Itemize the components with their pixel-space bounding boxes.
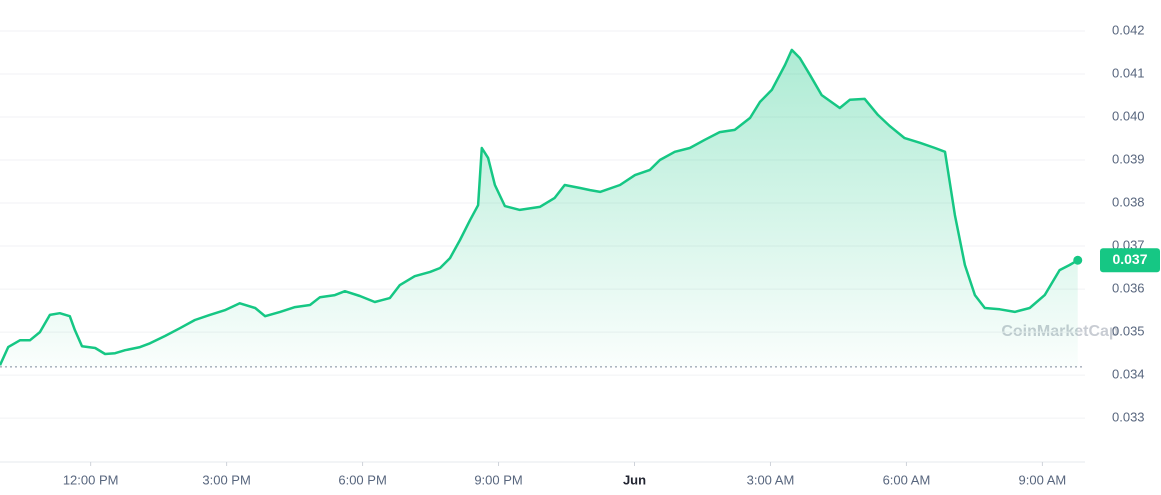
x-tick-label: 9:00 PM [474, 472, 522, 487]
y-tick-label: 0.036 [1112, 281, 1145, 296]
last-point [1073, 255, 1083, 265]
y-tick-label: 0.038 [1112, 194, 1145, 209]
y-tick-label: 0.033 [1112, 410, 1145, 425]
y-tick-label: 0.041 [1112, 65, 1145, 80]
x-tick-label: 3:00 PM [202, 472, 250, 487]
area [0, 49, 1078, 367]
price-label: 0.037 [1112, 251, 1147, 267]
x-tick-label: 6:00 PM [338, 472, 386, 487]
y-tick-label: 0.039 [1112, 151, 1145, 166]
x-tick-label: 3:00 AM [747, 472, 795, 487]
y-tick-label: 0.035 [1112, 324, 1145, 339]
price-badge [1100, 248, 1160, 273]
x-tick-label: Jun [623, 472, 646, 487]
y-tick-label: 0.040 [1112, 108, 1145, 123]
x-tick-label: 12:00 PM [63, 472, 119, 487]
y-tick-label: 0.034 [1112, 367, 1145, 382]
x-tick-label: 6:00 AM [883, 472, 931, 487]
x-tick-label: 9:00 AM [1019, 472, 1067, 487]
price-line [0, 48, 1079, 366]
y-tick-label: 0.042 [1112, 22, 1145, 37]
